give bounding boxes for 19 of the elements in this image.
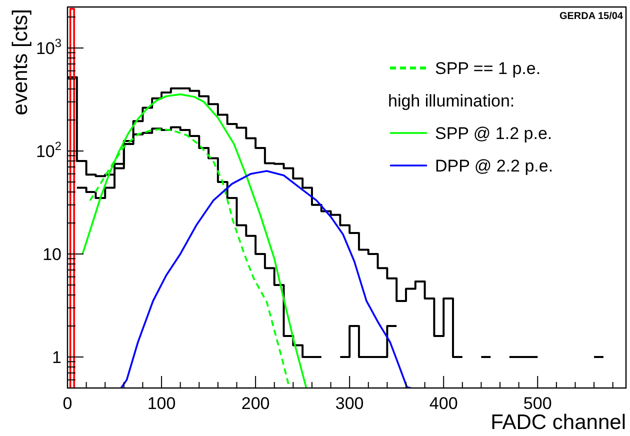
x-tick-label: 500 bbox=[523, 394, 552, 413]
x-tick-label: 100 bbox=[147, 394, 176, 413]
x-tick-label: 300 bbox=[335, 394, 364, 413]
legend-label: SPP @ 1.2 p.e. bbox=[435, 124, 552, 143]
x-tick-label: 0 bbox=[62, 394, 72, 413]
legend-label: SPP == 1 p.e. bbox=[435, 59, 541, 78]
legend-label: DPP @ 2.2 p.e. bbox=[435, 156, 554, 176]
y-tick-label: 10 bbox=[42, 244, 62, 264]
y-tick-label: 10$^{3}$ bbox=[36, 36, 62, 58]
x-axis-title: FADC channel bbox=[490, 411, 626, 434]
legend-title: high illumination: bbox=[388, 92, 515, 110]
y-tick-label: 1 bbox=[52, 348, 62, 367]
annotation: GERDA 15/04 bbox=[559, 11, 624, 22]
x-tick-label: 200 bbox=[241, 394, 270, 413]
y-tick-label: 10$^{2}$ bbox=[36, 138, 62, 161]
line-series bbox=[120, 170, 412, 388]
y-axis-title: events [cts] bbox=[9, 9, 32, 116]
line-series bbox=[82, 93, 308, 388]
x-tick-label: 400 bbox=[429, 394, 458, 413]
